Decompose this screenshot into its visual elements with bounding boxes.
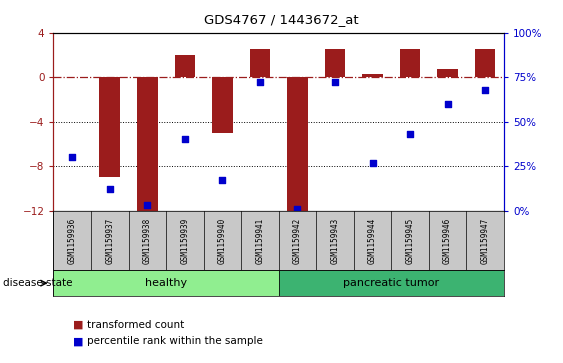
Bar [137,77,158,211]
Bar [437,69,458,77]
Bar [287,77,308,211]
Text: ■: ■ [73,336,84,346]
Text: GSM1159939: GSM1159939 [180,217,189,264]
Bar [175,55,195,77]
Text: pancreatic tumor: pancreatic tumor [343,278,439,288]
Bar [53,270,279,296]
Text: GSM1159941: GSM1159941 [256,217,265,264]
Text: GSM1159947: GSM1159947 [481,217,490,264]
Text: GSM1159936: GSM1159936 [68,217,77,264]
Text: GSM1159945: GSM1159945 [405,217,414,264]
Text: ■: ■ [73,320,84,330]
Point [481,87,490,93]
Text: GSM1159937: GSM1159937 [105,217,114,264]
Text: transformed count: transformed count [87,320,185,330]
Point [143,202,152,208]
Point [256,79,265,85]
Text: GSM1159944: GSM1159944 [368,217,377,264]
Point [180,136,189,142]
Bar [325,49,345,77]
Bar [400,49,421,77]
Text: GSM1159946: GSM1159946 [443,217,452,264]
Bar [212,77,233,133]
Bar [249,49,270,77]
Text: disease state: disease state [3,278,72,288]
Text: healthy: healthy [145,278,187,288]
Point [293,206,302,212]
Point [105,186,114,192]
Text: GSM1159943: GSM1159943 [330,217,339,264]
Point [68,154,77,160]
Bar [100,77,120,177]
Point [405,131,414,137]
Bar [279,270,504,296]
Text: GSM1159940: GSM1159940 [218,217,227,264]
Point [443,101,452,107]
Text: GSM1159942: GSM1159942 [293,217,302,264]
Point [330,79,339,85]
Text: GSM1159938: GSM1159938 [143,217,152,264]
Point [368,160,377,166]
Point [218,178,227,183]
Bar [475,49,495,77]
Bar [362,74,383,77]
Text: percentile rank within the sample: percentile rank within the sample [87,336,263,346]
Text: GDS4767 / 1443672_at: GDS4767 / 1443672_at [204,13,359,26]
